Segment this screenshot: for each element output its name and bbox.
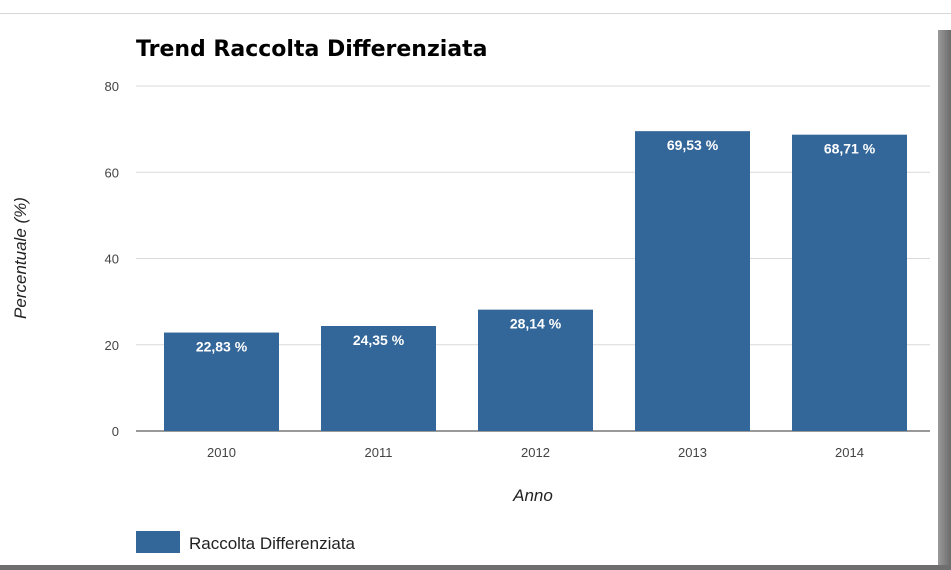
right-shadow [938,30,951,570]
x-tick-label: 2011 [365,445,393,460]
y-tick-label: 20 [105,338,119,353]
x-axis-label: Anno [512,486,553,505]
x-tick-label: 2013 [678,445,707,460]
bar [164,332,279,431]
chart-title: Trend Raccolta Differenziata [136,37,488,62]
y-tick-label: 80 [105,79,119,94]
bar [478,309,593,431]
y-tick-label: 0 [112,424,119,439]
x-tick-label: 2010 [207,445,236,460]
bar-data-label: 69,53 % [667,137,719,153]
y-axis-label: Percentuale (%) [11,197,30,319]
x-tick-label: 2012 [521,445,550,460]
bar-data-label: 24,35 % [353,332,405,348]
top-divider [0,13,951,14]
y-axis-ticks: 0 20 40 60 80 [105,79,119,439]
x-tick-label: 2014 [835,445,864,460]
bar [792,134,907,432]
bar-data-label: 22,83 % [196,339,248,355]
x-axis-ticks: 2010 2011 2012 2013 2014 [207,445,864,460]
bar [321,325,436,431]
bar-data-label: 68,71 % [824,141,876,157]
bottom-shadow [0,565,951,570]
bar [635,131,750,432]
bars: 22,83 % 24,35 % 28,14 % 69,53 % 68,71 % [164,131,907,432]
y-tick-label: 40 [105,252,119,267]
y-tick-label: 60 [105,165,119,180]
legend-label: Raccolta Differenziata [189,534,356,553]
legend-swatch [136,531,180,553]
bar-data-label: 28,14 % [510,316,562,332]
